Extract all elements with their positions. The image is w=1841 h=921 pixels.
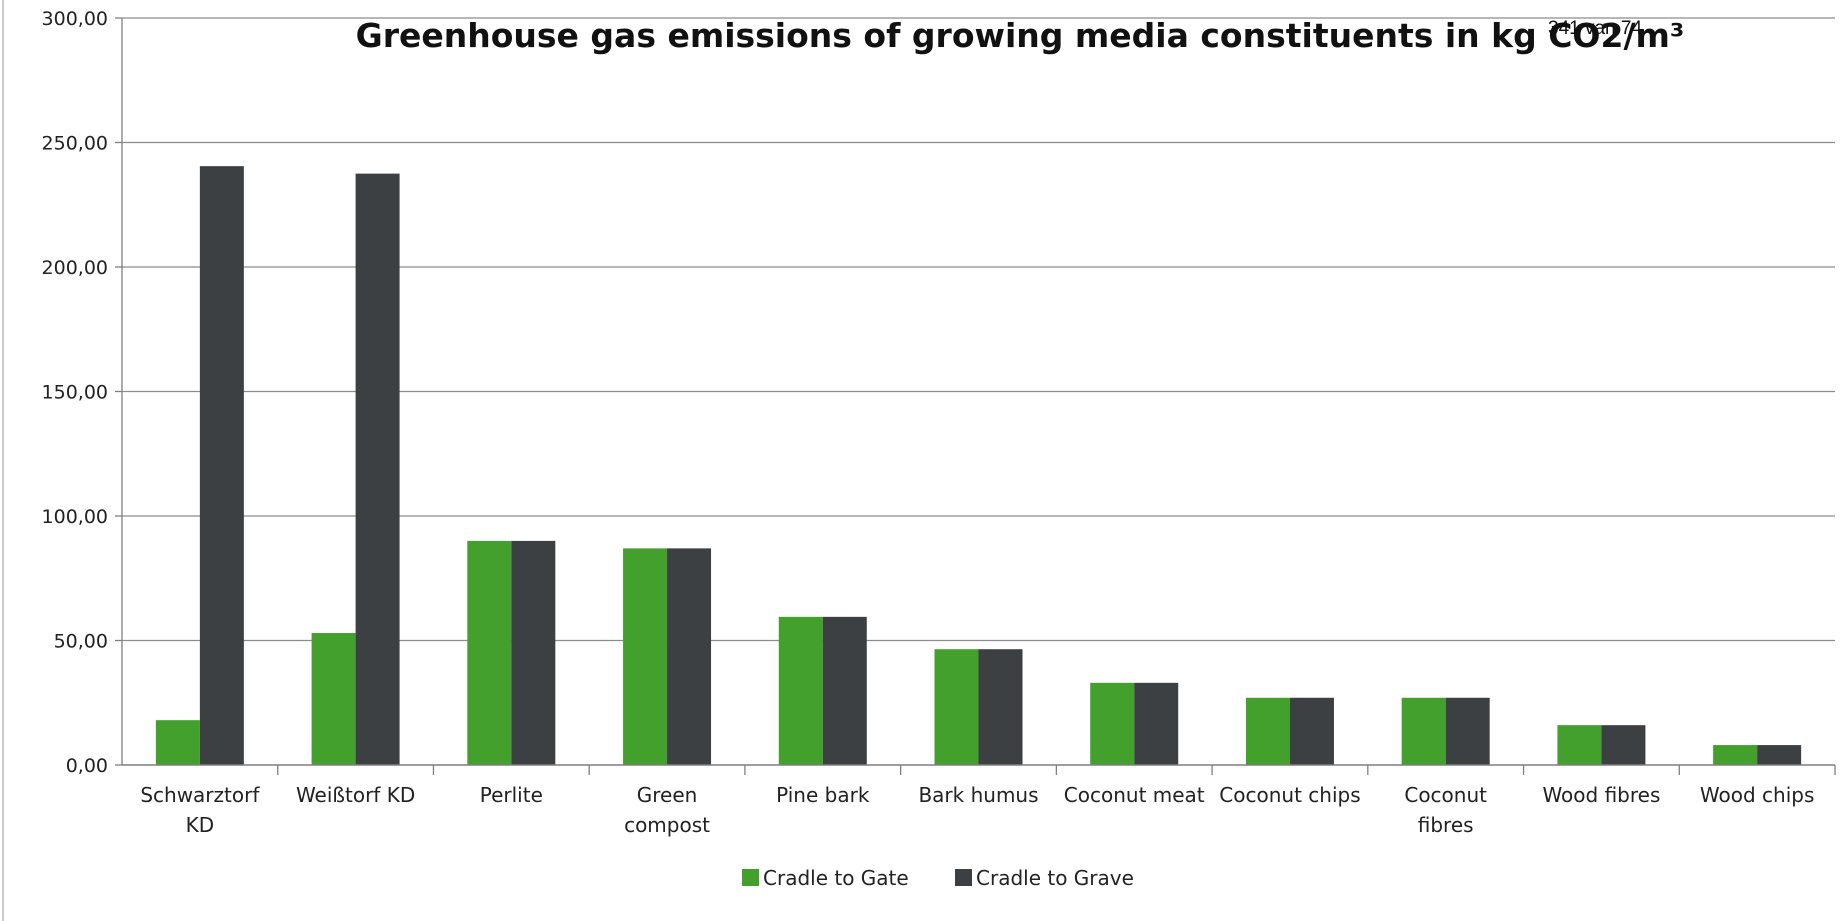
bar-cradle-to-grave — [1601, 725, 1646, 765]
x-category-label: Wood chips — [1700, 783, 1814, 807]
x-category-label: Weißtorf KD — [296, 783, 415, 807]
x-category-label-line: Bark humus — [918, 783, 1038, 807]
bar-cradle-to-grave — [355, 173, 400, 765]
x-category-label: Perlite — [480, 783, 543, 807]
x-category-label: Green compost — [624, 783, 710, 837]
y-tick-label: 150,00 — [42, 382, 108, 404]
bar-cradle-to-gate — [1245, 697, 1290, 765]
x-category-label-line: Wood chips — [1700, 783, 1814, 807]
legend: Cradle to Gate Cradle to Grave — [742, 866, 1134, 890]
y-tick-label: 50,00 — [54, 631, 108, 653]
x-category-label-line: Wood fibres — [1542, 783, 1660, 807]
bar-cradle-to-gate — [311, 633, 356, 765]
y-tick-label: 250,00 — [42, 133, 108, 155]
bar-cradle-to-grave — [1289, 697, 1334, 765]
x-category-label-line: Coconut — [1404, 783, 1487, 807]
x-category-label: Pine bark — [776, 783, 870, 807]
chart-title: Greenhouse gas emissions of growing medi… — [356, 16, 1685, 55]
bar-cradle-to-gate — [778, 616, 823, 765]
x-category-label-line: Green — [637, 783, 698, 807]
x-category-label: Coconut chips — [1219, 783, 1360, 807]
legend-label: Cradle to Grave — [976, 866, 1134, 890]
bar-cradle-to-grave — [822, 616, 867, 765]
bar-cradle-to-grave — [667, 548, 712, 765]
x-category-label-line: fibres — [1418, 813, 1474, 837]
bar-cradle-to-gate — [1401, 697, 1446, 765]
axis-labels: 0,00 50,00 100,00 150,00 200,00 250,00 300,00 S… — [42, 8, 1815, 837]
x-category-label-line: Schwarztorf — [140, 783, 260, 807]
x-category-label-line: Coconut meat — [1064, 783, 1205, 807]
bar-cradle-to-grave — [199, 166, 244, 765]
bar-cradle-to-gate — [467, 540, 512, 765]
bar-cradle-to-gate — [1713, 745, 1758, 765]
x-category-label-line: Perlite — [480, 783, 543, 807]
bar-cradle-to-grave — [511, 540, 556, 765]
page-number: 341 van 74 — [1548, 18, 1642, 39]
bar-cradle-to-grave — [1757, 745, 1802, 765]
bar-cradle-to-gate — [623, 548, 668, 765]
x-category-label: Bark humus — [918, 783, 1038, 807]
grid-lines — [122, 17, 1835, 642]
bar-cradle-to-grave — [978, 649, 1023, 765]
bars — [155, 166, 1802, 765]
bar-cradle-to-gate — [155, 720, 200, 765]
x-category-label: Schwarztorf KD — [140, 783, 260, 837]
bar-cradle-to-gate — [1557, 725, 1602, 765]
x-category-label-line: Pine bark — [776, 783, 870, 807]
y-tick-label: 0,00 — [66, 755, 108, 777]
bar-cradle-to-grave — [1445, 697, 1490, 765]
legend-swatch — [742, 869, 759, 886]
x-category-label-line: compost — [624, 813, 710, 837]
x-category-label: Coconut meat — [1064, 783, 1205, 807]
x-category-label-line: Coconut chips — [1219, 783, 1360, 807]
y-tick-label: 200,00 — [42, 257, 108, 279]
y-tick-label: 100,00 — [42, 506, 108, 528]
bar-cradle-to-grave — [1134, 682, 1179, 765]
x-category-label-line: Weißtorf KD — [296, 783, 415, 807]
bar-cradle-to-gate — [1090, 682, 1135, 765]
x-category-label-line: KD — [186, 813, 215, 837]
x-category-label: Wood fibres — [1542, 783, 1660, 807]
bar-cradle-to-gate — [934, 649, 979, 765]
x-category-label: Coconut fibres — [1404, 783, 1487, 837]
legend-swatch — [955, 869, 972, 886]
y-tick-label: 300,00 — [42, 8, 108, 30]
legend-label: Cradle to Gate — [763, 866, 909, 890]
